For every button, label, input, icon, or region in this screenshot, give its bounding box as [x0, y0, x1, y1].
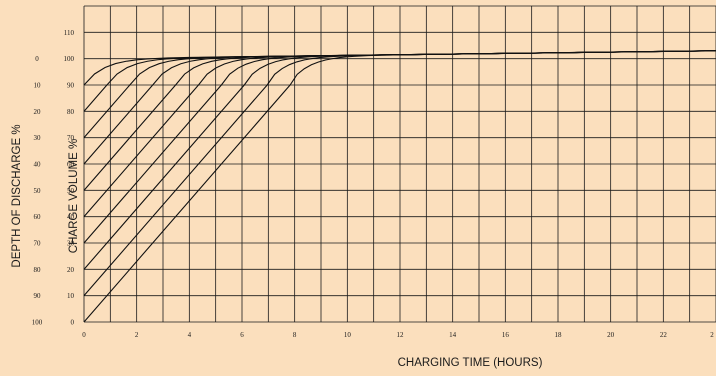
chart-grid — [83, 5, 716, 323]
x-tick-label: 2 — [710, 331, 714, 339]
x-tick-label: 10 — [344, 331, 352, 339]
x-tick-label: 16 — [502, 331, 510, 339]
y-tick-label: 70 — [67, 134, 75, 142]
y-tick-label: 60 — [67, 161, 75, 169]
x-tick-label: 2 — [135, 331, 139, 339]
y2-tick-label: 20 — [34, 108, 42, 116]
x-tick-label: 4 — [188, 331, 192, 339]
y-tick-label: 50 — [67, 187, 75, 195]
chart-curves — [83, 50, 716, 323]
y-tick-label: 110 — [64, 29, 75, 37]
y-tick-label: 90 — [67, 82, 75, 90]
y-tick-labels: 0 10 20 30 40 50 60 70 80 90 100 110 — [64, 29, 75, 327]
y-tick-label: 100 — [64, 55, 75, 63]
y-tick-label: 30 — [67, 240, 75, 248]
y2-axis-title: DEPTH OF DISCHARGE % — [11, 124, 23, 267]
y-tick-label: 80 — [67, 108, 75, 116]
y2-tick-label: 30 — [34, 134, 42, 142]
x-tick-labels: 0 2 4 6 8 10 12 14 16 18 20 22 2 — [82, 331, 714, 339]
x-tick-label: 8 — [293, 331, 297, 339]
y-tick-label: 10 — [67, 292, 75, 300]
y2-tick-label: 70 — [34, 240, 42, 248]
x-tick-label: 18 — [555, 331, 563, 339]
x-tick-label: 14 — [449, 331, 457, 339]
x-axis-title: CHARGING TIME (HOURS) — [398, 357, 543, 369]
x-tick-label: 6 — [240, 331, 244, 339]
y2-tick-label: 60 — [34, 213, 42, 221]
y2-tick-label: 40 — [34, 161, 42, 169]
y2-tick-label: 0 — [35, 55, 39, 63]
y2-tick-label: 80 — [34, 266, 42, 274]
x-tick-label: 0 — [82, 331, 86, 339]
x-tick-label: 12 — [397, 331, 405, 339]
charge-curve — [83, 50, 716, 323]
y2-tick-label: 90 — [34, 292, 42, 300]
x-tick-label: 20 — [607, 331, 615, 339]
y-tick-label: 0 — [71, 319, 75, 327]
y-tick-label: 20 — [67, 266, 75, 274]
y-tick-label: 40 — [67, 213, 75, 221]
x-tick-label: 22 — [660, 331, 668, 339]
y-axis-title: CHARGE VOLUME % — [68, 139, 80, 253]
y2-tick-label: 100 — [32, 319, 43, 327]
y2-tick-label: 10 — [34, 82, 42, 90]
y2-tick-label: 50 — [34, 187, 42, 195]
